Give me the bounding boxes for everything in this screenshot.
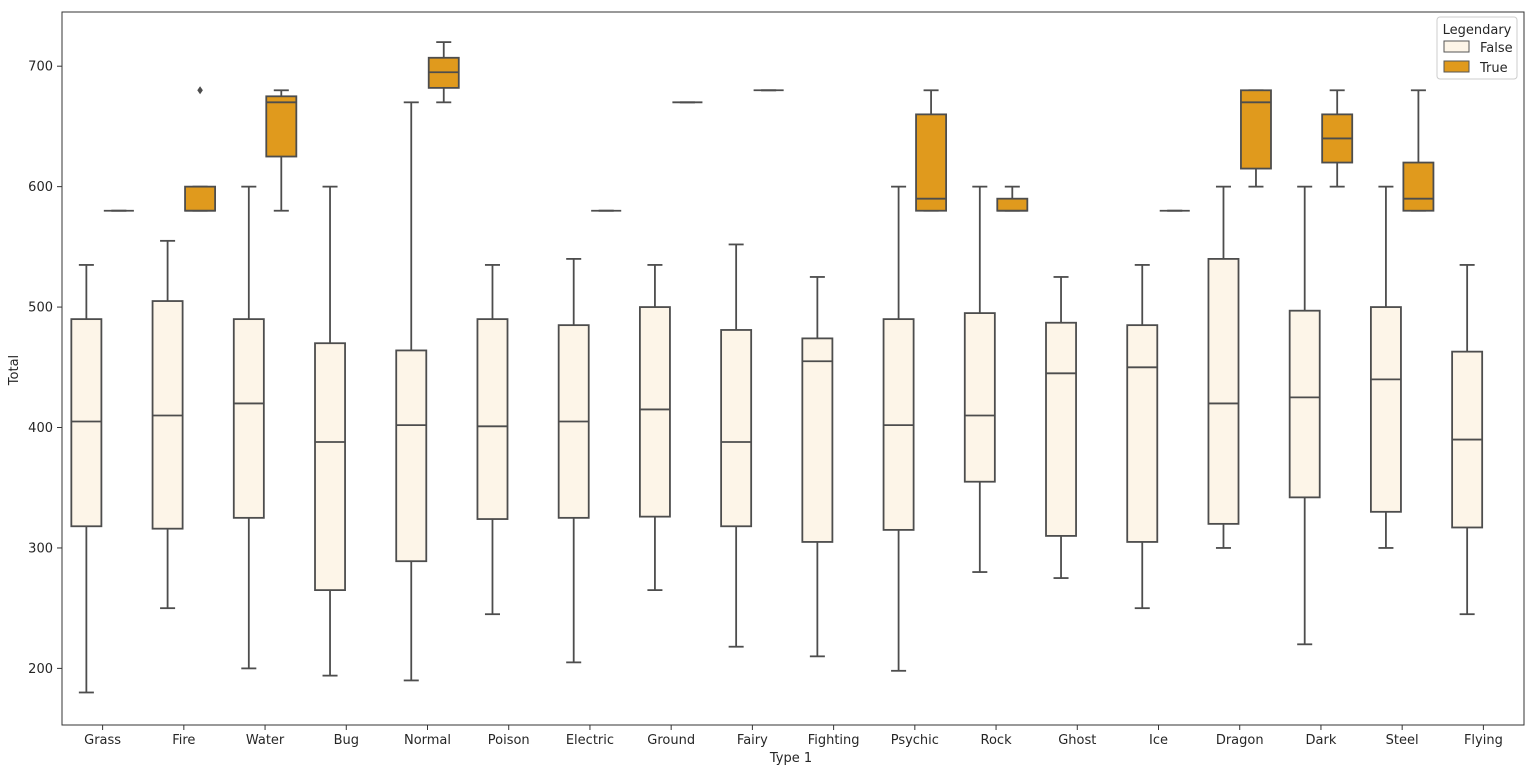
x-tick-label-dark: Dark bbox=[1306, 733, 1337, 748]
y-tick-label-600: 600 bbox=[28, 180, 53, 195]
legend-title: Legendary bbox=[1443, 23, 1512, 38]
legend-label-true: True bbox=[1479, 61, 1508, 76]
box-false-rock bbox=[963, 185, 996, 573]
box-false-psychic bbox=[882, 185, 915, 672]
box-false-fairy bbox=[720, 243, 753, 648]
box-false-ground-iqr-box bbox=[638, 306, 671, 518]
box-false-rock-iqr-box bbox=[963, 312, 996, 483]
x-tick-label-flying: Flying bbox=[1464, 733, 1503, 748]
y-tick-label-200: 200 bbox=[28, 662, 53, 677]
box-false-fire bbox=[151, 239, 184, 610]
plot-marks bbox=[70, 41, 1484, 694]
box-false-bug bbox=[314, 185, 346, 677]
box-true-dark bbox=[1321, 89, 1354, 188]
legend-swatch-false bbox=[1443, 40, 1470, 53]
x-tick-label-grass: Grass bbox=[84, 733, 121, 748]
y-tick-label-500: 500 bbox=[28, 301, 53, 316]
x-tick-label-water: Water bbox=[246, 733, 285, 748]
box-false-normal bbox=[395, 101, 428, 682]
x-tick-label-rock: Rock bbox=[981, 733, 1013, 748]
box-false-poison bbox=[476, 264, 509, 616]
box-false-steel bbox=[1369, 185, 1402, 549]
x-tick-label-fighting: Fighting bbox=[808, 733, 860, 748]
box-true-water bbox=[265, 89, 298, 212]
legend: Legendary False True bbox=[1436, 16, 1518, 80]
box-true-steel-iqr-box bbox=[1402, 161, 1435, 212]
x-tick-label-fire: Fire bbox=[172, 733, 195, 748]
box-false-poison-iqr-box bbox=[476, 318, 509, 520]
x-tick-label-ground: Ground bbox=[647, 733, 695, 748]
y-tick-label-300: 300 bbox=[28, 541, 53, 556]
box-true-psychic-iqr-box bbox=[915, 113, 948, 212]
plot-frame bbox=[61, 11, 1525, 726]
box-false-ice-iqr-box bbox=[1126, 324, 1159, 543]
x-tick-label-steel: Steel bbox=[1386, 733, 1419, 748]
box-false-grass-iqr-box bbox=[70, 318, 103, 528]
box-true-fire-iqr-box bbox=[184, 185, 217, 212]
box-false-ghost-iqr-box bbox=[1045, 321, 1077, 537]
box-true-fire bbox=[184, 86, 217, 212]
box-true-psychic bbox=[915, 89, 948, 212]
box-false-dark-iqr-box bbox=[1288, 309, 1321, 499]
box-true-dragon bbox=[1240, 89, 1272, 188]
box-false-water-iqr-box bbox=[232, 318, 265, 519]
box-true-steel bbox=[1402, 89, 1435, 212]
x-tick-label-bug: Bug bbox=[334, 733, 359, 748]
box-false-bug-iqr-box bbox=[314, 342, 346, 592]
box-true-normal bbox=[427, 41, 460, 104]
box-false-steel-iqr-box bbox=[1369, 306, 1402, 513]
x-tick-label-ice: Ice bbox=[1149, 733, 1168, 748]
legend-label-false: False bbox=[1480, 41, 1513, 56]
x-axis-title: Type 1 bbox=[769, 751, 812, 766]
y-axis-title: Total bbox=[7, 355, 22, 386]
box-false-water bbox=[232, 185, 265, 670]
box-false-dragon-iqr-box bbox=[1207, 258, 1240, 525]
box-true-water-iqr-box bbox=[265, 95, 298, 158]
box-true-dragon-iqr-box bbox=[1240, 89, 1272, 170]
x-tick-label-poison: Poison bbox=[488, 733, 530, 748]
box-false-grass bbox=[70, 264, 103, 694]
legend-swatch-true bbox=[1443, 60, 1470, 73]
box-true-fire-outlier-0 bbox=[197, 86, 203, 95]
box-false-ground bbox=[638, 264, 671, 592]
x-tick-label-electric: Electric bbox=[566, 733, 614, 748]
box-false-fairy-iqr-box bbox=[720, 329, 753, 528]
y-tick-label-700: 700 bbox=[28, 60, 53, 75]
box-false-ice bbox=[1126, 264, 1159, 610]
box-false-ghost bbox=[1045, 276, 1077, 579]
box-true-rock-iqr-box bbox=[996, 197, 1029, 212]
x-tick-label-psychic: Psychic bbox=[891, 733, 939, 748]
box-false-dark bbox=[1288, 185, 1321, 646]
y-tick-label-400: 400 bbox=[28, 421, 53, 436]
box-true-rock bbox=[996, 185, 1029, 212]
box-false-electric bbox=[557, 258, 590, 664]
box-false-fighting bbox=[801, 276, 834, 658]
axis-ticks: Grass Fire Water Bug Normal Poison Electric Gro… bbox=[28, 60, 1503, 748]
box-false-normal-iqr-box bbox=[395, 349, 428, 563]
x-tick-label-fairy: Fairy bbox=[737, 733, 768, 748]
x-tick-label-normal: Normal bbox=[404, 733, 451, 748]
x-tick-label-dragon: Dragon bbox=[1216, 733, 1264, 748]
box-false-dragon bbox=[1207, 185, 1240, 549]
x-tick-label-ghost: Ghost bbox=[1058, 733, 1096, 748]
box-false-fighting-iqr-box bbox=[801, 337, 834, 543]
box-false-flying bbox=[1451, 264, 1484, 616]
